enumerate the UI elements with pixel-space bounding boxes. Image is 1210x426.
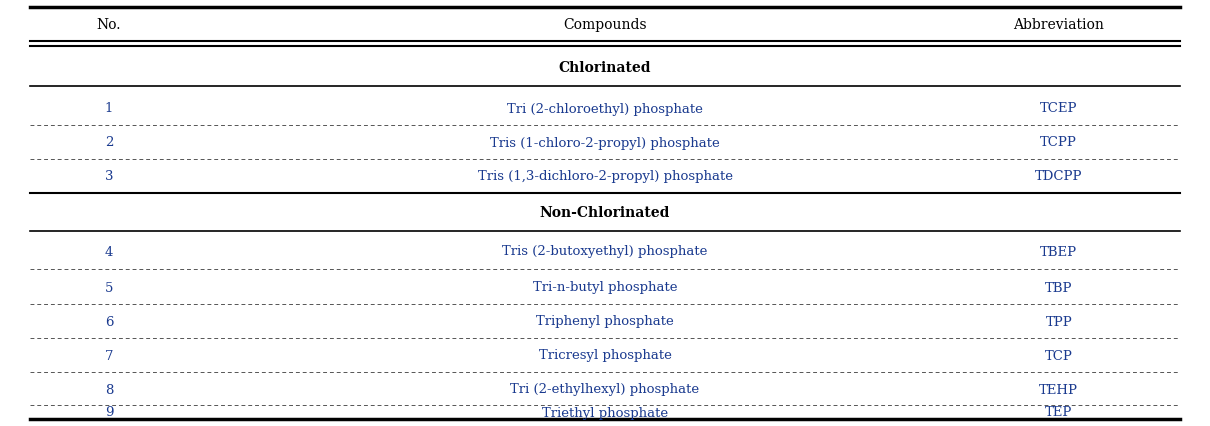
Text: 9: 9 [104, 406, 114, 418]
Text: 5: 5 [105, 281, 113, 294]
Text: Tris (2-butoxyethyl) phosphate: Tris (2-butoxyethyl) phosphate [502, 245, 708, 258]
Text: 1: 1 [105, 102, 113, 115]
Text: TBP: TBP [1045, 281, 1072, 294]
Text: TCP: TCP [1044, 349, 1073, 362]
Text: 3: 3 [104, 170, 114, 183]
Text: TEHP: TEHP [1039, 383, 1078, 396]
Text: Tricresyl phosphate: Tricresyl phosphate [538, 349, 672, 362]
Text: 4: 4 [105, 245, 113, 258]
Text: TPP: TPP [1045, 315, 1072, 328]
Text: Tris (1-chloro-2-propyl) phosphate: Tris (1-chloro-2-propyl) phosphate [490, 136, 720, 149]
Text: 7: 7 [104, 349, 114, 362]
Text: Tri-n-butyl phosphate: Tri-n-butyl phosphate [532, 281, 678, 294]
Text: TBEP: TBEP [1041, 245, 1077, 258]
Text: TEP: TEP [1045, 406, 1072, 418]
Text: Tri (2-ethylhexyl) phosphate: Tri (2-ethylhexyl) phosphate [511, 383, 699, 396]
Text: 8: 8 [105, 383, 113, 396]
Text: TCEP: TCEP [1041, 102, 1077, 115]
Text: No.: No. [97, 18, 121, 32]
Text: TDCPP: TDCPP [1035, 170, 1083, 183]
Text: TCPP: TCPP [1041, 136, 1077, 149]
Text: Tri (2-chloroethyl) phosphate: Tri (2-chloroethyl) phosphate [507, 102, 703, 115]
Text: Tris (1,3-dichloro-2-propyl) phosphate: Tris (1,3-dichloro-2-propyl) phosphate [478, 170, 732, 183]
Text: Triethyl phosphate: Triethyl phosphate [542, 406, 668, 418]
Text: Compounds: Compounds [563, 18, 647, 32]
Text: Non-Chlorinated: Non-Chlorinated [540, 205, 670, 219]
Text: Chlorinated: Chlorinated [559, 61, 651, 75]
Text: 6: 6 [104, 315, 114, 328]
Text: 2: 2 [105, 136, 113, 149]
Text: Abbreviation: Abbreviation [1013, 18, 1105, 32]
Text: Triphenyl phosphate: Triphenyl phosphate [536, 315, 674, 328]
